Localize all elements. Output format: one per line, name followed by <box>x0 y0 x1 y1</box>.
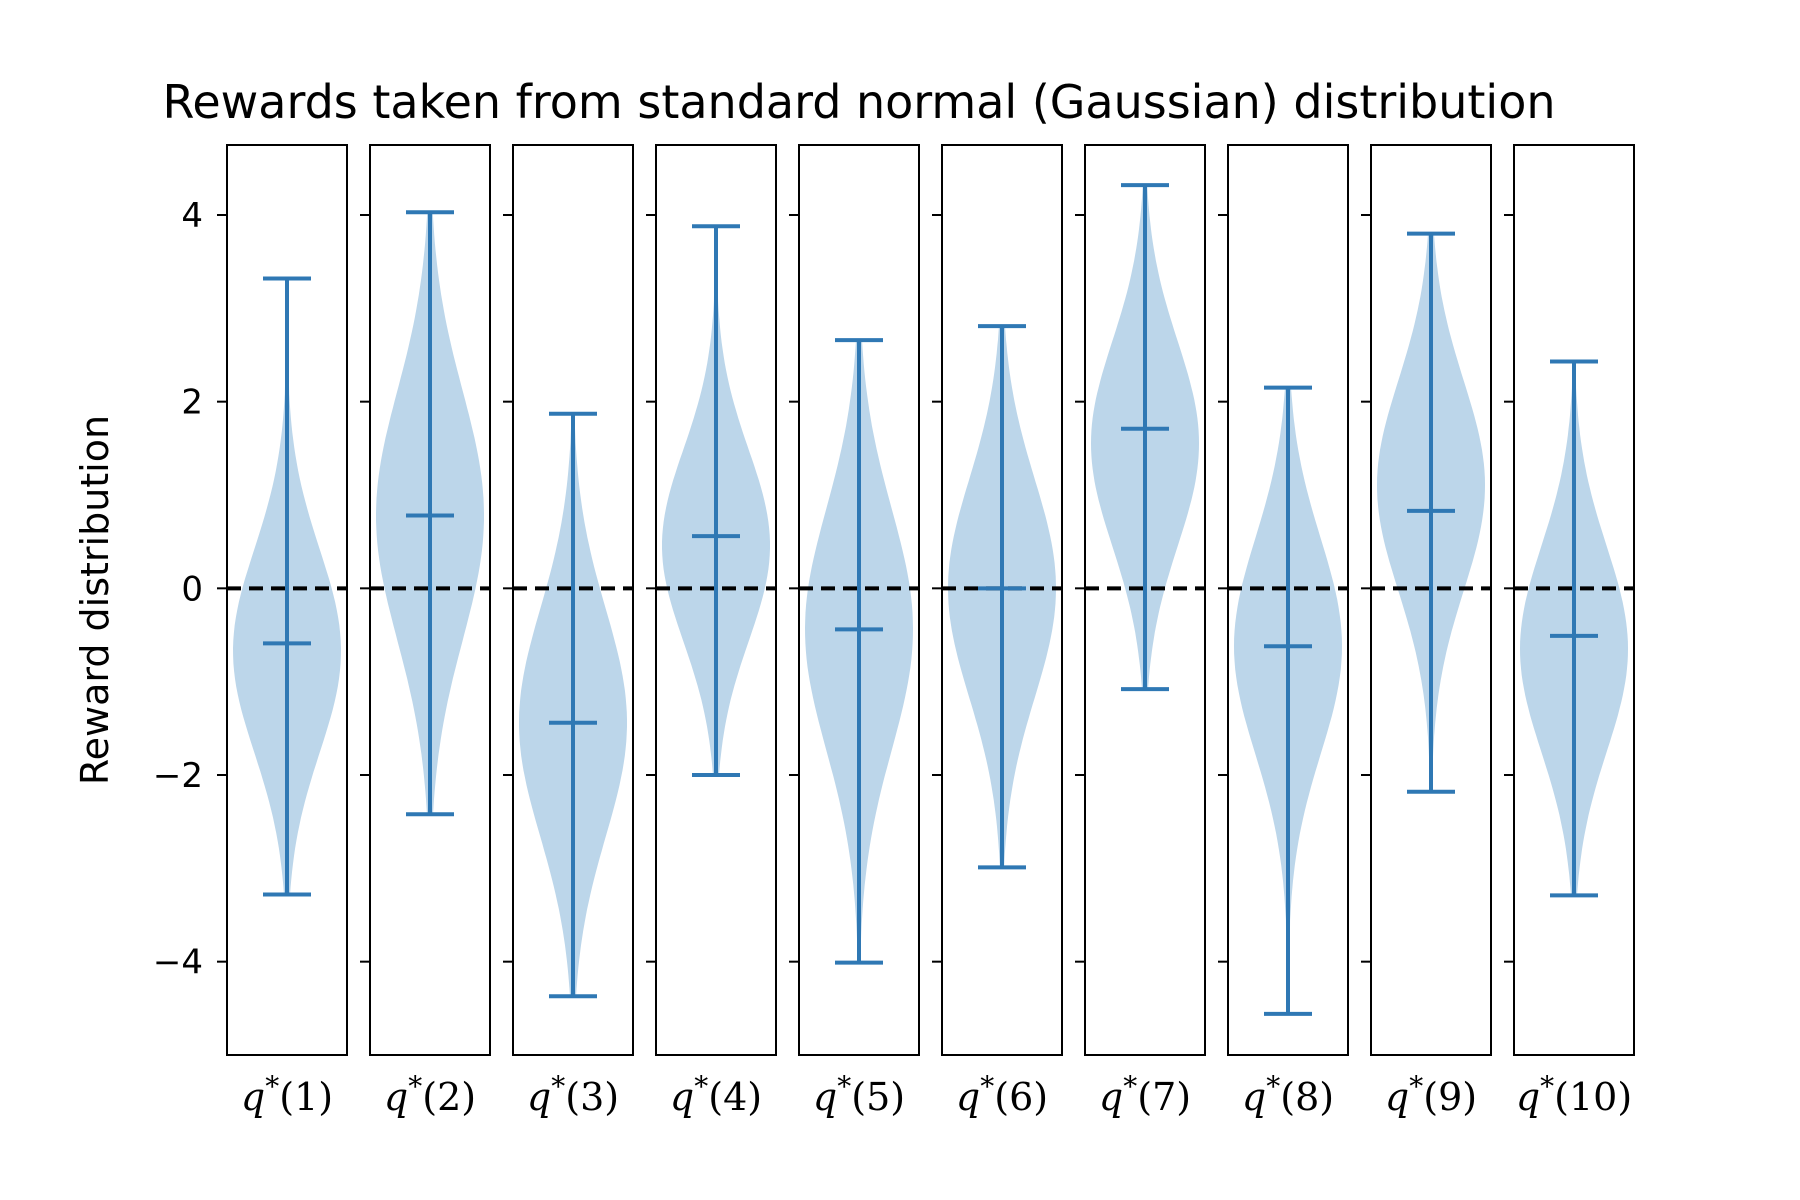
y-tick-label: 4 <box>181 196 203 236</box>
violin-panel-3: q*(3) <box>503 144 634 1119</box>
y-axis-label: Reward distribution <box>73 415 117 785</box>
violin-panel-2: q*(2) <box>360 144 491 1119</box>
x-tick-label-symbol: q <box>384 1075 408 1119</box>
x-tick-label-argument: (5) <box>851 1075 905 1119</box>
violin-panel-7: q*(7) <box>1075 144 1206 1119</box>
x-tick-label-superscript: * <box>980 1070 994 1103</box>
x-tick-label: q*(10) <box>1516 1070 1632 1119</box>
violin-panels: q*(1) q*(2) q*(3) q*(4) q*(5) q*(6) q*(7) q*(8)… <box>217 144 1635 1119</box>
x-tick-label-argument: (4) <box>708 1075 762 1119</box>
x-tick-label-argument: (10) <box>1554 1075 1632 1119</box>
x-tick-label: q*(8) <box>1242 1070 1334 1119</box>
x-tick-label-symbol: q <box>1516 1075 1540 1119</box>
x-tick-label: q*(7) <box>1099 1070 1191 1119</box>
x-tick-label-symbol: q <box>956 1075 980 1119</box>
y-tick-label: −4 <box>153 943 203 983</box>
y-tick-label: 2 <box>181 383 203 423</box>
violin-panel-8: q*(8) <box>1218 144 1349 1119</box>
x-tick-label-superscript: * <box>265 1070 279 1103</box>
x-tick-label-symbol: q <box>241 1075 265 1119</box>
x-tick-label-argument: (7) <box>1137 1075 1191 1119</box>
x-tick-label: q*(6) <box>956 1070 1048 1119</box>
x-tick-label: q*(5) <box>813 1070 905 1119</box>
violin-panel-9: q*(9) <box>1361 144 1492 1119</box>
violin-panel-6: q*(6) <box>932 144 1063 1119</box>
x-tick-label-symbol: q <box>1099 1075 1123 1119</box>
violin-panel-4: q*(4) <box>646 144 777 1119</box>
x-tick-label-argument: (9) <box>1423 1075 1477 1119</box>
x-tick-label-superscript: * <box>1409 1070 1423 1103</box>
x-tick-label-symbol: q <box>813 1075 837 1119</box>
x-tick-label: q*(9) <box>1385 1070 1477 1119</box>
x-tick-label-superscript: * <box>694 1070 708 1103</box>
violin-panel-10: q*(10) <box>1504 144 1635 1119</box>
y-tick-labels: 4 2 0 −2 −4 <box>153 196 203 983</box>
x-tick-label-superscript: * <box>551 1070 565 1103</box>
x-tick-label-symbol: q <box>527 1075 551 1119</box>
violin-panel-5: q*(5) <box>789 144 920 1119</box>
x-tick-label-superscript: * <box>1123 1070 1137 1103</box>
x-tick-label-superscript: * <box>408 1070 422 1103</box>
y-tick-label: 0 <box>181 569 203 609</box>
violin-panel-1: q*(1) <box>217 144 348 1119</box>
x-tick-label: q*(2) <box>384 1070 476 1119</box>
x-tick-label-symbol: q <box>670 1075 694 1119</box>
x-tick-label-superscript: * <box>837 1070 851 1103</box>
x-tick-label-superscript: * <box>1540 1070 1554 1103</box>
x-tick-label-argument: (8) <box>1280 1075 1334 1119</box>
chart-title: Rewards taken from standard normal (Gaus… <box>162 75 1555 129</box>
x-tick-label-argument: (1) <box>279 1075 333 1119</box>
x-tick-label-superscript: * <box>1266 1070 1280 1103</box>
x-tick-label-argument: (6) <box>994 1075 1048 1119</box>
x-tick-label: q*(3) <box>527 1070 619 1119</box>
x-tick-label: q*(4) <box>670 1070 762 1119</box>
x-tick-label: q*(1) <box>241 1070 333 1119</box>
x-tick-label-argument: (2) <box>422 1075 476 1119</box>
y-tick-label: −2 <box>153 756 203 796</box>
x-tick-label-symbol: q <box>1385 1075 1409 1119</box>
x-tick-label-argument: (3) <box>565 1075 619 1119</box>
x-tick-label-symbol: q <box>1242 1075 1266 1119</box>
